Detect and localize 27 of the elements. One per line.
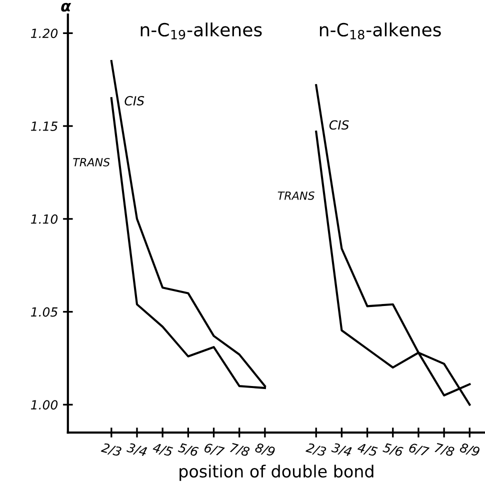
annotation: n-C$_{18}$-alkenes — [320, 22, 441, 40]
y-tick-label: 1.00 — [30, 400, 58, 410]
y-tick-label: 1.15 — [30, 122, 58, 131]
x-tick-label: 7/8 — [230, 442, 250, 458]
y-tick-label: 1.05 — [30, 307, 58, 317]
series-label: CIS — [124, 96, 144, 106]
series-label: TRANS — [278, 191, 314, 200]
x-tick-label: 2/3 — [305, 442, 327, 458]
x-tick-label: 4/5 — [152, 442, 174, 458]
x-tick-label: 5/6 — [382, 442, 404, 458]
y-axis-title: α — [61, 2, 72, 12]
x-tick-label: 7/8 — [434, 442, 455, 458]
annotation: n-C$_{19}$-alkenes — [140, 22, 262, 40]
x-tick-label: 3/4 — [126, 442, 148, 458]
x-tick-label: 8/9 — [459, 442, 480, 458]
x-tick-label: 5/6 — [178, 442, 199, 458]
x-tick-label: 4/5 — [356, 442, 378, 458]
series-label: CIS — [329, 120, 349, 130]
x-tick-label: 6/7 — [408, 442, 430, 458]
series-label: TRANS — [73, 158, 110, 166]
y-tick-label: 1.10 — [30, 214, 58, 224]
x-axis-title: position of double bond — [180, 464, 374, 481]
y-tick-label: 1.20 — [30, 28, 58, 38]
x-tick-label: 8/9 — [254, 442, 276, 458]
x-tick-label: 2/3 — [100, 442, 122, 458]
x-tick-label: 3/4 — [330, 442, 352, 458]
x-tick-label: 6/7 — [204, 442, 225, 458]
